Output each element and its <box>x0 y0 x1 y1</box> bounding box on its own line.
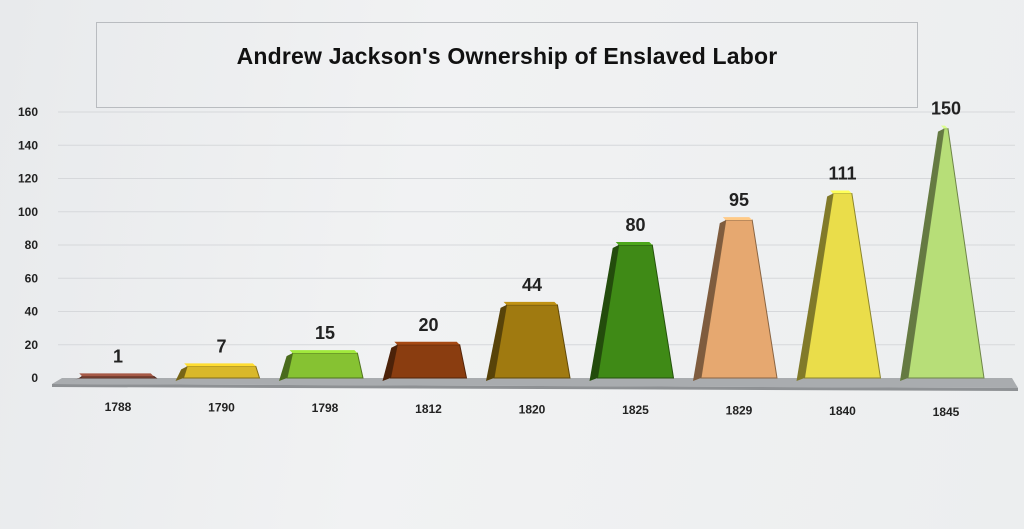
data-label: 15 <box>315 323 335 343</box>
bar-front <box>907 128 985 379</box>
data-label: 44 <box>522 275 542 295</box>
floor-edge <box>52 384 1018 391</box>
bar-top <box>394 341 460 345</box>
bar <box>382 341 468 381</box>
bar-front <box>286 352 364 379</box>
bar-side <box>486 304 507 381</box>
bar-front <box>78 375 158 379</box>
data-labels: 1 7 15 20 44 80 95 111 150 <box>113 99 961 367</box>
bar <box>486 301 571 381</box>
data-label: 1 <box>113 346 123 366</box>
data-label: 111 <box>828 163 856 183</box>
data-label: 150 <box>931 99 961 119</box>
bar-front <box>493 304 571 379</box>
bar-side <box>382 344 398 381</box>
y-tick-label: 0 <box>31 371 38 385</box>
bar <box>72 373 158 381</box>
x-axis-ticks: 1788 1790 1798 1812 1820 1825 1829 1840 1845 <box>105 400 960 419</box>
bars <box>72 125 985 381</box>
bar-front <box>182 365 261 379</box>
bar-front <box>596 244 675 379</box>
bar-top <box>830 190 852 194</box>
y-tick-label: 100 <box>18 205 38 219</box>
bar <box>693 217 778 381</box>
y-tick-label: 120 <box>18 172 38 186</box>
data-label: 20 <box>418 315 438 335</box>
bar-side <box>796 193 834 381</box>
bar-side <box>900 128 944 381</box>
bar-top <box>184 363 256 367</box>
y-tick-label: 20 <box>25 338 39 352</box>
y-tick-label: 80 <box>25 238 39 252</box>
bar <box>900 125 985 381</box>
x-tick-label: 1820 <box>519 402 546 416</box>
y-axis-ticks: 0 20 40 60 80 100 120 140 160 <box>18 105 38 385</box>
bar-top <box>79 373 154 377</box>
bar-top <box>503 301 558 305</box>
chart-title: Andrew Jackson's Ownership of Enslaved L… <box>236 43 778 69</box>
chart-floor <box>52 378 1018 391</box>
x-tick-label: 1812 <box>415 402 442 416</box>
bar-side <box>589 245 619 381</box>
y-tick-label: 60 <box>25 271 39 285</box>
data-label: 7 <box>216 336 226 356</box>
data-label: 95 <box>729 190 749 210</box>
y-tick-label: 40 <box>25 305 39 319</box>
bar-front <box>389 344 468 379</box>
x-tick-label: 1829 <box>726 404 753 418</box>
x-tick-label: 1825 <box>622 403 649 417</box>
bar-top <box>722 217 753 221</box>
y-tick-label: 140 <box>18 138 38 152</box>
chart-title-box: Andrew Jackson's Ownership of Enslaved L… <box>96 22 918 108</box>
bar <box>279 350 364 381</box>
bar <box>589 242 675 381</box>
bar-side <box>175 366 188 381</box>
bar-side <box>693 220 726 381</box>
bar-top <box>615 242 653 245</box>
bar <box>175 363 261 381</box>
floor-slab <box>52 378 1018 388</box>
x-tick-label: 1845 <box>933 405 960 419</box>
bar-top <box>289 350 358 354</box>
x-tick-label: 1798 <box>312 401 339 415</box>
data-label: 80 <box>625 215 645 235</box>
x-tick-label: 1788 <box>105 400 132 414</box>
x-tick-label: 1840 <box>829 404 856 418</box>
y-tick-label: 160 <box>18 105 38 119</box>
bar-top <box>941 125 948 129</box>
x-tick-label: 1790 <box>208 401 235 415</box>
bar <box>796 190 882 381</box>
bar-side <box>279 353 293 381</box>
